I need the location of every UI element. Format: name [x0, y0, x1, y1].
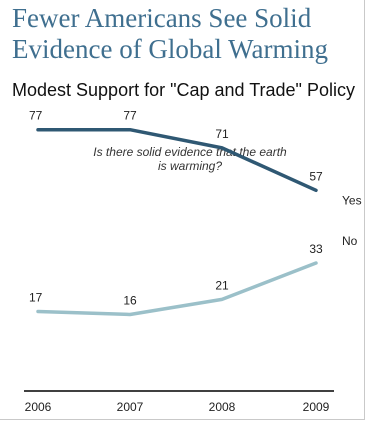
x-tick-label-2008: 2008 [209, 400, 236, 414]
data-label-no-2006: 17 [29, 291, 43, 305]
x-tick-label-2007: 2007 [117, 400, 144, 414]
series-layer [36, 127, 318, 317]
chart-subtitle: Modest Support for "Cap and Trade" Polic… [12, 80, 355, 100]
data-label-yes-2008: 71 [215, 127, 229, 141]
series-line-no [36, 261, 318, 317]
data-label-no-2009: 33 [309, 242, 323, 256]
label-layer: 2006 2007 2008 2009 77 77 71 57 Yes 17 16 21 33 No [25, 109, 362, 414]
series-line-yes [36, 127, 318, 193]
data-label-yes-2009: 57 [309, 169, 323, 183]
data-label-no-2007: 16 [123, 294, 137, 308]
chart-title: Fewer Americans See Solid Evidence of Gl… [12, 3, 328, 64]
x-tick-label-2009: 2009 [303, 400, 330, 414]
data-label-yes-2007: 77 [123, 109, 137, 123]
data-label-yes-2006: 77 [29, 109, 43, 123]
legend-label-yes: Yes [342, 193, 362, 207]
data-label-no-2008: 21 [215, 278, 229, 292]
legend-label-no: No [342, 234, 358, 248]
x-tick-label-2006: 2006 [25, 400, 52, 414]
